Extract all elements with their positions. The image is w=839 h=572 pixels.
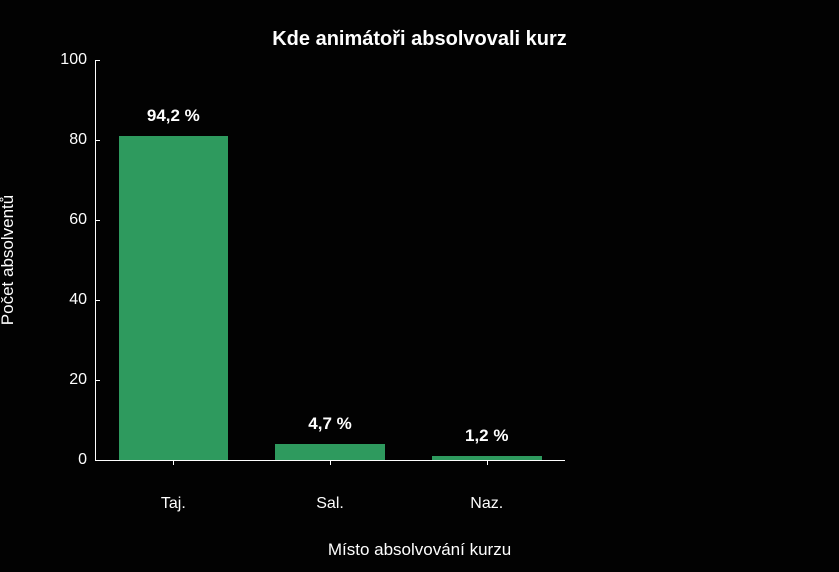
x-tick-label: Naz. <box>470 495 503 513</box>
plot-area: 94,2 % 4,7 % 1,2 % <box>95 60 565 460</box>
y-tick-label: 0 <box>78 451 87 469</box>
bar-value-label: 4,7 % <box>275 414 385 434</box>
x-tick-mark <box>487 460 488 465</box>
x-axis-label: Místo absolvování kurzu <box>0 540 839 560</box>
x-tick-mark <box>330 460 331 465</box>
x-tick-label: Sal. <box>316 495 344 513</box>
bar-group: 4,7 % <box>275 60 385 460</box>
bar-group: 94,2 % <box>119 60 229 460</box>
y-tick-label: 40 <box>69 291 87 309</box>
bar <box>275 444 385 460</box>
y-tick-mark <box>95 460 100 461</box>
bar-group: 1,2 % <box>432 60 542 460</box>
y-axis: 020406080100 <box>45 60 95 460</box>
bar <box>119 136 229 460</box>
chart-title: Kde animátoři absolvovali kurz <box>0 28 839 51</box>
bar-chart: Kde animátoři absolvovali kurz Počet abs… <box>0 0 839 572</box>
y-tick-label: 60 <box>69 211 87 229</box>
y-tick-label: 20 <box>69 371 87 389</box>
y-tick-label: 80 <box>69 131 87 149</box>
bar-value-label: 1,2 % <box>432 426 542 446</box>
y-axis-label: Počet absolventů <box>0 195 18 325</box>
y-tick-label: 100 <box>60 51 87 69</box>
bar-value-label: 94,2 % <box>119 106 229 126</box>
x-tick-label: Taj. <box>161 495 186 513</box>
x-tick-mark <box>173 460 174 465</box>
